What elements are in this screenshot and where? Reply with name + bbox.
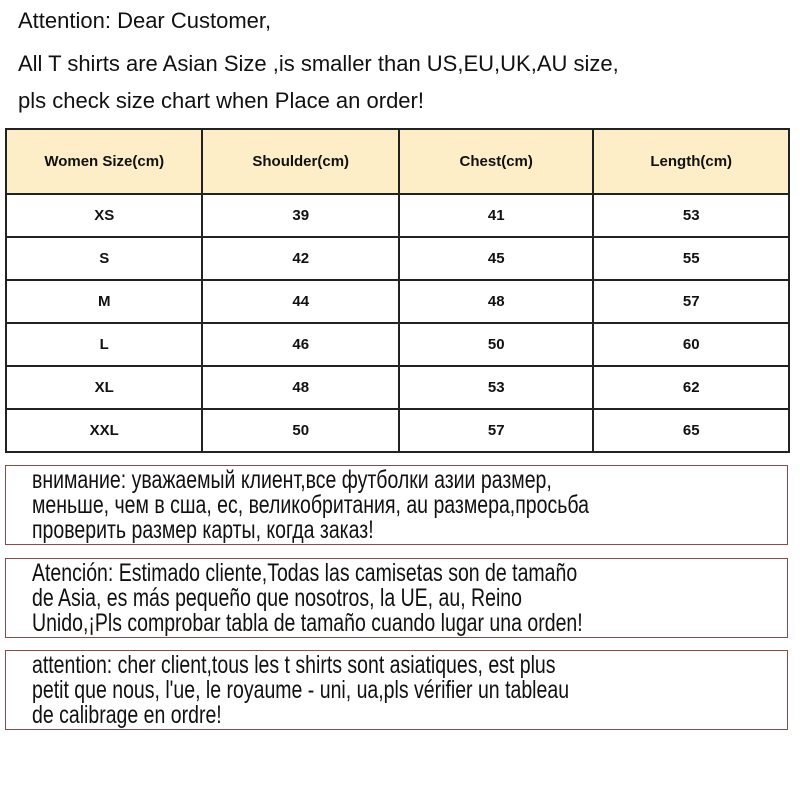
size-chart-table: Women Size(cm) Shoulder(cm) Chest(cm) Le…: [4, 128, 790, 453]
notice-line: de Asia, es más pequeño que nosotros, la…: [32, 584, 522, 612]
table-row: S 42 45 55: [4, 236, 790, 281]
cell-length: 60: [592, 322, 790, 367]
notice-line: de calibrage en ordre!: [32, 701, 222, 729]
notice-line: проверить размер карты, когда заказ!: [32, 516, 374, 544]
cell-size: L: [4, 322, 204, 367]
notice-line: Atención: Estimado cliente,Todas las cam…: [32, 559, 578, 587]
table-row: L 46 50 60: [4, 322, 790, 367]
cell-size: XS: [4, 193, 204, 238]
cell-chest: 48: [397, 279, 595, 324]
table-row: XL 48 53 62: [4, 365, 790, 410]
cell-length: 57: [592, 279, 790, 324]
cell-length: 65: [592, 408, 790, 453]
cell-chest: 50: [397, 322, 595, 367]
cell-shoulder: 50: [201, 408, 400, 453]
cell-chest: 57: [397, 408, 595, 453]
cell-size: XL: [4, 365, 204, 410]
cell-length: 55: [592, 236, 790, 281]
intro-line: Attention: Dear Customer,: [18, 8, 272, 33]
table-row: XS 39 41 53: [4, 193, 790, 238]
header-size: Women Size(cm): [4, 128, 204, 195]
cell-length: 62: [592, 365, 790, 410]
cell-chest: 45: [397, 236, 595, 281]
notice-line: внимание: уважаемый клиент,все футболки …: [32, 466, 552, 494]
cell-size: XXL: [4, 408, 204, 453]
cell-shoulder: 39: [201, 193, 400, 238]
intro-line: All T shirts are Asian Size ,is smaller …: [18, 51, 619, 76]
cell-shoulder: 44: [201, 279, 400, 324]
notice-french: attention: cher client,tous les t shirts…: [5, 650, 788, 730]
cell-size: S: [4, 236, 204, 281]
header-shoulder: Shoulder(cm): [201, 128, 400, 195]
notice-line: меньше, чем в сша, ес, великобритания, a…: [32, 491, 589, 519]
table-row: XXL 50 57 65: [4, 408, 790, 453]
table-header-row: Women Size(cm) Shoulder(cm) Chest(cm) Le…: [4, 128, 790, 195]
cell-shoulder: 42: [201, 236, 400, 281]
notice-line: attention: cher client,tous les t shirts…: [32, 651, 556, 679]
header-length: Length(cm): [592, 128, 790, 195]
notice-spanish: Atención: Estimado cliente,Todas las cam…: [5, 558, 788, 638]
intro-line: pls check size chart when Place an order…: [18, 88, 424, 113]
notice-line: Unido,¡Pls comprobar tabla de tamaño cua…: [32, 609, 583, 637]
cell-chest: 41: [397, 193, 595, 238]
notice-russian: внимание: уважаемый клиент,все футболки …: [5, 465, 788, 545]
cell-length: 53: [592, 193, 790, 238]
notice-line: petit que nous, l'ue, le royaume - uni, …: [32, 676, 570, 704]
table-row: M 44 48 57: [4, 279, 790, 324]
cell-size: M: [4, 279, 204, 324]
cell-chest: 53: [397, 365, 595, 410]
cell-shoulder: 46: [201, 322, 400, 367]
header-chest: Chest(cm): [397, 128, 595, 195]
cell-shoulder: 48: [201, 365, 400, 410]
